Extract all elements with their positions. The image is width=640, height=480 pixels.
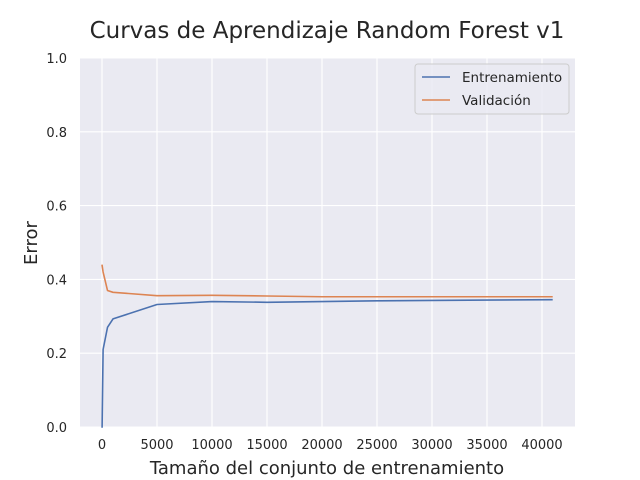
series-line-entrenamiento [101,298,553,428]
plot-area: 0 5000 10000 15000 20000 25000 30000 35000 40000… [46,52,575,453]
x-tick-label: 5000 [140,438,173,453]
y-axis-title: Error [21,220,42,264]
x-tick-label: 40000 [521,438,562,453]
y-tick-label: 0.4 [46,273,67,288]
x-tick-label: 0 [98,438,106,453]
y-tick-label: 0.2 [46,347,67,362]
y-tick-label: 1.0 [46,52,67,67]
x-tick-label: 35000 [466,438,507,453]
x-tick-label: 10000 [191,438,232,453]
x-tick-label: 30000 [411,438,452,453]
legend: Entrenamiento Validación [414,63,570,115]
legend-label: Entrenamiento [462,70,562,86]
x-tick-label: 15000 [246,438,287,453]
y-tick-label: 0.0 [46,421,67,436]
x-tick-label: 20000 [301,438,342,453]
x-axis-title: Tamaño del conjunto de entrenamiento [149,458,504,479]
y-tick-label: 0.8 [46,126,67,141]
series-line-validacion [101,264,553,298]
chart-title: Curvas de Aprendizaje Random Forest v1 [90,18,565,44]
legend-label: Validación [462,93,531,109]
x-tick-label: 25000 [356,438,397,453]
y-tick-label: 0.6 [46,200,67,215]
legend-box [414,63,570,115]
plot-background [80,58,575,427]
